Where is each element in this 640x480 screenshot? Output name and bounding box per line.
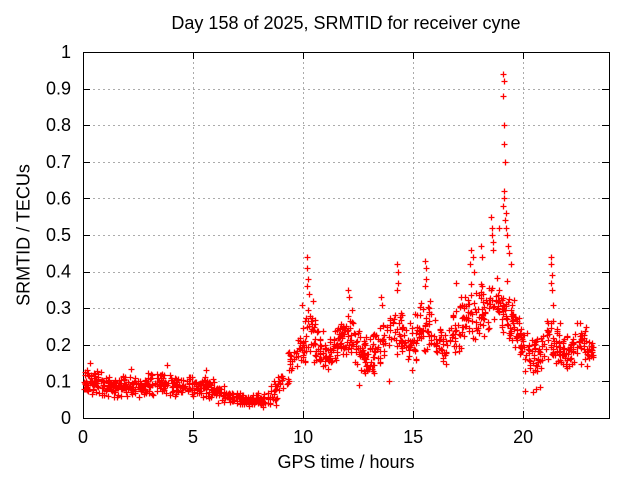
- chart-title: Day 158 of 2025, SRMTID for receiver cyn…: [171, 13, 521, 33]
- y-tick-label: 0.2: [46, 335, 71, 355]
- y-tick-label: 0.6: [46, 188, 71, 208]
- x-axis-label: GPS time / hours: [277, 452, 415, 472]
- y-tick-label: 0: [61, 408, 71, 428]
- y-tick-label: 0.8: [46, 115, 71, 135]
- y-tick-label: 1: [61, 42, 71, 62]
- plot-border: [82, 51, 611, 420]
- tick-labels: 0 5 10 15 20 0 0.1 0.2 0.3 0.4 0.5 0.6 0.7 0.8 0.9 1: [46, 42, 533, 447]
- y-tick-label: 0.9: [46, 79, 71, 99]
- data-points: [81, 71, 597, 411]
- y-tick-label: 0.5: [46, 225, 71, 245]
- x-tick-label: 10: [293, 427, 313, 447]
- x-tick-label: 20: [513, 427, 533, 447]
- x-tick-label: 5: [188, 427, 198, 447]
- y-tick-label: 0.7: [46, 152, 71, 172]
- y-tick-label: 0.4: [46, 262, 71, 282]
- y-tick-label: 0.3: [46, 298, 71, 318]
- y-tick-label: 0.1: [46, 371, 71, 391]
- x-tick-label: 0: [78, 427, 88, 447]
- x-tick-label: 15: [403, 427, 423, 447]
